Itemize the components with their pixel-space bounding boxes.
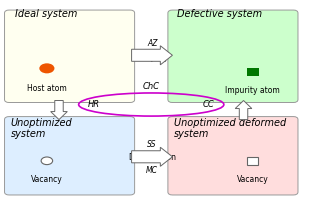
- Text: Unoptimized deformed
system: Unoptimized deformed system: [174, 117, 286, 138]
- Text: HR: HR: [88, 99, 100, 108]
- Text: Alloying: Alloying: [137, 53, 168, 61]
- FancyBboxPatch shape: [5, 117, 134, 195]
- Text: AZ: AZ: [147, 39, 158, 47]
- Text: Host atom: Host atom: [27, 83, 67, 92]
- Text: ChC: ChC: [143, 82, 160, 91]
- Text: SS: SS: [147, 140, 157, 148]
- Text: Deformation: Deformation: [128, 153, 176, 161]
- Text: MC: MC: [146, 165, 158, 174]
- FancyArrow shape: [51, 101, 67, 120]
- FancyBboxPatch shape: [168, 11, 298, 103]
- Bar: [247, 157, 258, 165]
- FancyArrow shape: [132, 148, 173, 166]
- FancyArrow shape: [235, 101, 252, 120]
- Circle shape: [41, 157, 53, 165]
- Bar: [246, 69, 259, 77]
- Circle shape: [39, 64, 55, 74]
- Text: Defective system: Defective system: [177, 9, 262, 19]
- Text: Ideal system: Ideal system: [15, 9, 77, 19]
- FancyBboxPatch shape: [168, 117, 298, 195]
- Text: CC: CC: [203, 99, 215, 108]
- FancyBboxPatch shape: [5, 11, 134, 103]
- Text: Impurity atom: Impurity atom: [225, 86, 280, 95]
- FancyArrow shape: [132, 46, 173, 66]
- Text: Vacancy: Vacancy: [237, 174, 268, 183]
- Text: Vacancy: Vacancy: [31, 174, 63, 183]
- Text: Unoptimized
system: Unoptimized system: [11, 117, 72, 138]
